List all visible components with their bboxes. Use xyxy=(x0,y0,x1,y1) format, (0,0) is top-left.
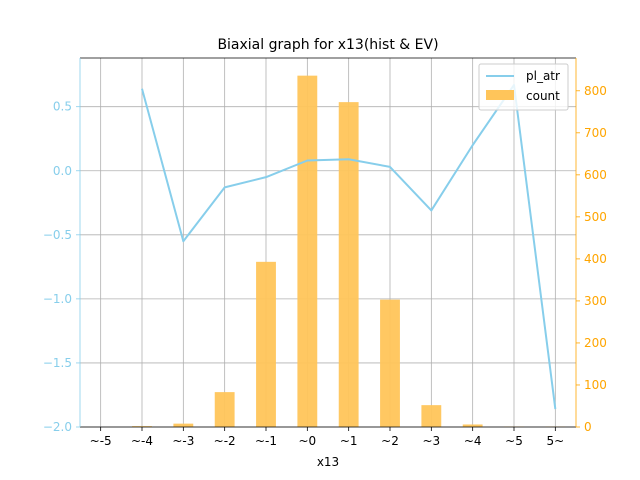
x-tick-label: ~4 xyxy=(464,434,482,448)
x-tick-label: 5~ xyxy=(546,434,564,448)
grid xyxy=(80,58,576,428)
y-right-tick-label: 300 xyxy=(584,294,607,308)
y-left-tick-label: −1.0 xyxy=(43,292,72,306)
legend-pl_atr-label: pl_atr xyxy=(526,69,560,83)
bar-count xyxy=(256,261,276,427)
y-left-tick-label: −1.5 xyxy=(43,356,72,370)
axes: ~-5 ~-4 ~-3 ~-2 ~-1 ~0 ~1 ~2 ~3 ~4 ~5 5~ −2.0 −1.5 −1.… xyxy=(43,57,607,448)
bar-series xyxy=(132,75,566,428)
bar-count xyxy=(297,75,318,427)
x-axis-label: x13 xyxy=(317,455,339,469)
x-tick-label: ~-1 xyxy=(255,434,277,448)
x-tick-label: ~2 xyxy=(381,434,399,448)
legend-count-swatch xyxy=(486,90,514,100)
line-series xyxy=(141,83,557,410)
y-right-tick-label: 700 xyxy=(584,126,607,140)
bar-count xyxy=(421,405,442,427)
bar-count xyxy=(214,392,235,427)
legend-count-label: count xyxy=(526,89,560,103)
x-tick-label: ~-3 xyxy=(172,434,194,448)
y-right-tick-label: 200 xyxy=(584,336,607,350)
chart-title: Biaxial graph for x13(hist & EV) xyxy=(217,37,438,53)
bar-count xyxy=(380,299,400,427)
x-tick-label: ~-5 xyxy=(90,434,112,448)
y-left-tick-label: −2.0 xyxy=(43,420,72,434)
y-right-tick-label: 500 xyxy=(584,210,607,224)
bar-count xyxy=(132,426,152,427)
bar-count xyxy=(173,423,194,427)
x-tick-label: ~3 xyxy=(422,434,440,448)
x-tick-label: ~-4 xyxy=(131,434,153,448)
y-right-tick-label: 600 xyxy=(584,168,607,182)
y-right-tick-label: 100 xyxy=(584,378,607,392)
bar-count xyxy=(338,102,359,428)
y-left-tick-label: −0.5 xyxy=(43,228,72,242)
bar-count xyxy=(462,424,483,427)
x-tick-label: ~0 xyxy=(298,434,316,448)
y-right-tick-label: 800 xyxy=(584,84,607,98)
legend: pl_atr count xyxy=(478,63,569,111)
x-tick-label: ~5 xyxy=(505,434,523,448)
y-right-tick-label: 0 xyxy=(584,420,592,434)
x-tick-label: ~-2 xyxy=(214,434,236,448)
y-left-tick-label: 0.5 xyxy=(53,100,72,114)
x-tick-label: ~1 xyxy=(340,434,358,448)
y-left-tick-label: 0.0 xyxy=(53,164,72,178)
y-right-tick-label: 400 xyxy=(584,252,607,266)
